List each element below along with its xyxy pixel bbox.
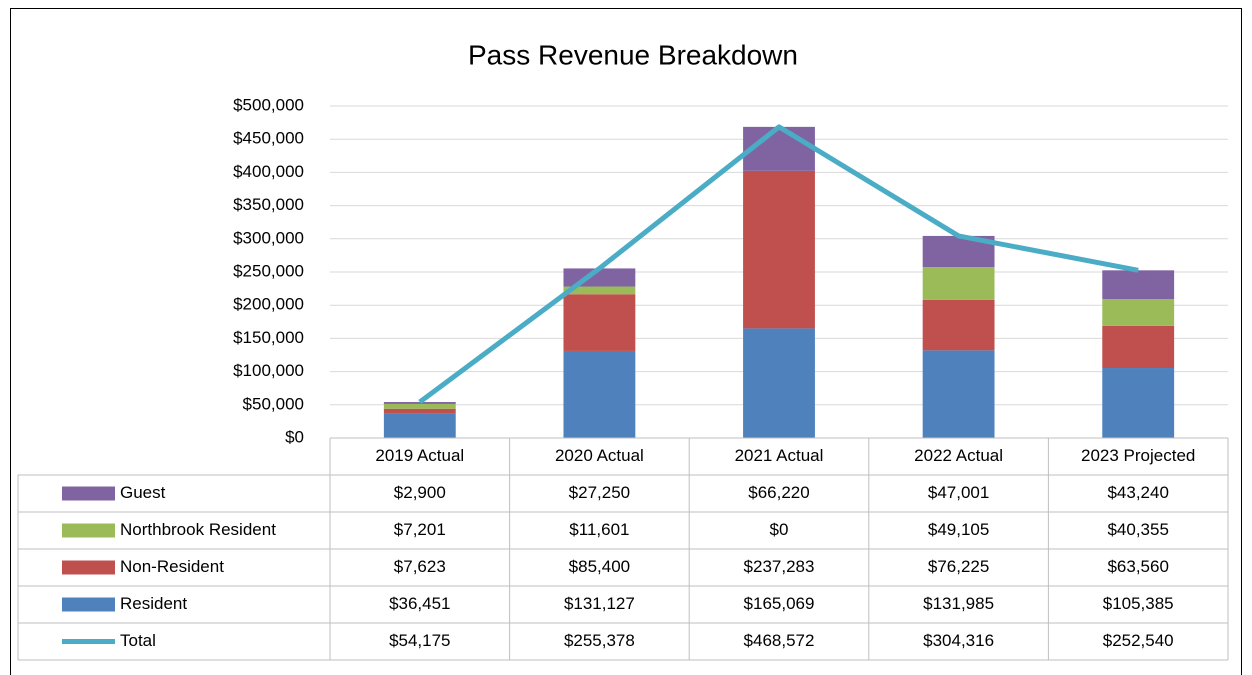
table-value: $2,900 (394, 483, 446, 502)
legend-label: Guest (120, 483, 166, 502)
bar-segment (563, 350, 636, 438)
y-tick-label: $150,000 (233, 328, 304, 347)
y-tick-label: $100,000 (233, 361, 304, 380)
table-value: $76,225 (928, 557, 989, 576)
table-value: $40,355 (1107, 520, 1168, 539)
x-tick-label: 2022 Actual (914, 446, 1003, 465)
legend-label: Non-Resident (120, 557, 224, 576)
bar-segment (383, 408, 456, 414)
legend-label: Total (120, 631, 156, 650)
legend-key (62, 523, 115, 538)
table-value: $165,069 (744, 594, 815, 613)
legend-key (62, 597, 115, 612)
bar-segment (1102, 368, 1175, 438)
y-tick-label: $0 (285, 427, 304, 446)
chart-title: Pass Revenue Breakdown (468, 39, 798, 70)
table-value: $54,175 (389, 631, 450, 650)
bar-segment (383, 413, 456, 438)
legend-key (62, 560, 115, 575)
y-tick-label: $200,000 (233, 295, 304, 314)
y-tick-label: $350,000 (233, 195, 304, 214)
table-value: $131,985 (923, 594, 994, 613)
table-value: $304,316 (923, 631, 994, 650)
table-value: $7,201 (394, 520, 446, 539)
y-tick-label: $250,000 (233, 261, 304, 280)
table-value: $252,540 (1103, 631, 1174, 650)
table-value: $27,250 (569, 483, 630, 502)
y-tick-label: $50,000 (243, 394, 304, 413)
x-tick-label: 2020 Actual (555, 446, 644, 465)
y-tick-label: $300,000 (233, 228, 304, 247)
legend-label: Northbrook Resident (120, 520, 276, 539)
bar-segment (1102, 270, 1175, 300)
legend-label: Resident (120, 594, 187, 613)
bar-segment (383, 403, 456, 409)
table-value: $47,001 (928, 483, 989, 502)
table-value: $11,601 (569, 520, 629, 539)
table-value: $0 (770, 520, 789, 539)
x-tick-label: 2021 Actual (735, 446, 824, 465)
bar-segment (1102, 325, 1175, 369)
x-tick-label: 2019 Actual (375, 446, 464, 465)
bar-segment (383, 402, 456, 404)
table-value: $105,385 (1103, 594, 1174, 613)
table-value: $255,378 (564, 631, 635, 650)
table-value: $85,400 (569, 557, 630, 576)
table-value: $468,572 (744, 631, 815, 650)
table-value: $7,623 (394, 557, 446, 576)
bar-segment (922, 267, 995, 300)
bar-segment (743, 328, 815, 438)
x-tick-label: 2023 Projected (1081, 446, 1195, 465)
table-value: $43,240 (1107, 483, 1168, 502)
line-series (418, 124, 1139, 405)
bar-segment (1102, 299, 1175, 326)
table-value: $66,220 (748, 483, 809, 502)
bar-segment (563, 294, 636, 351)
bar-segment (922, 350, 995, 438)
table-value: $237,283 (744, 557, 815, 576)
bar-segment (563, 286, 636, 295)
legend-key (62, 486, 115, 501)
table-value: $36,451 (389, 594, 450, 613)
table-value: $131,127 (564, 594, 635, 613)
table-value: $49,105 (928, 520, 989, 539)
y-tick-label: $400,000 (233, 162, 304, 181)
y-tick-label: $450,000 (233, 129, 304, 148)
y-tick-label: $500,000 (233, 95, 304, 114)
table-value: $63,560 (1107, 557, 1168, 576)
bar-segment (922, 299, 995, 351)
bar-segment (743, 170, 815, 329)
